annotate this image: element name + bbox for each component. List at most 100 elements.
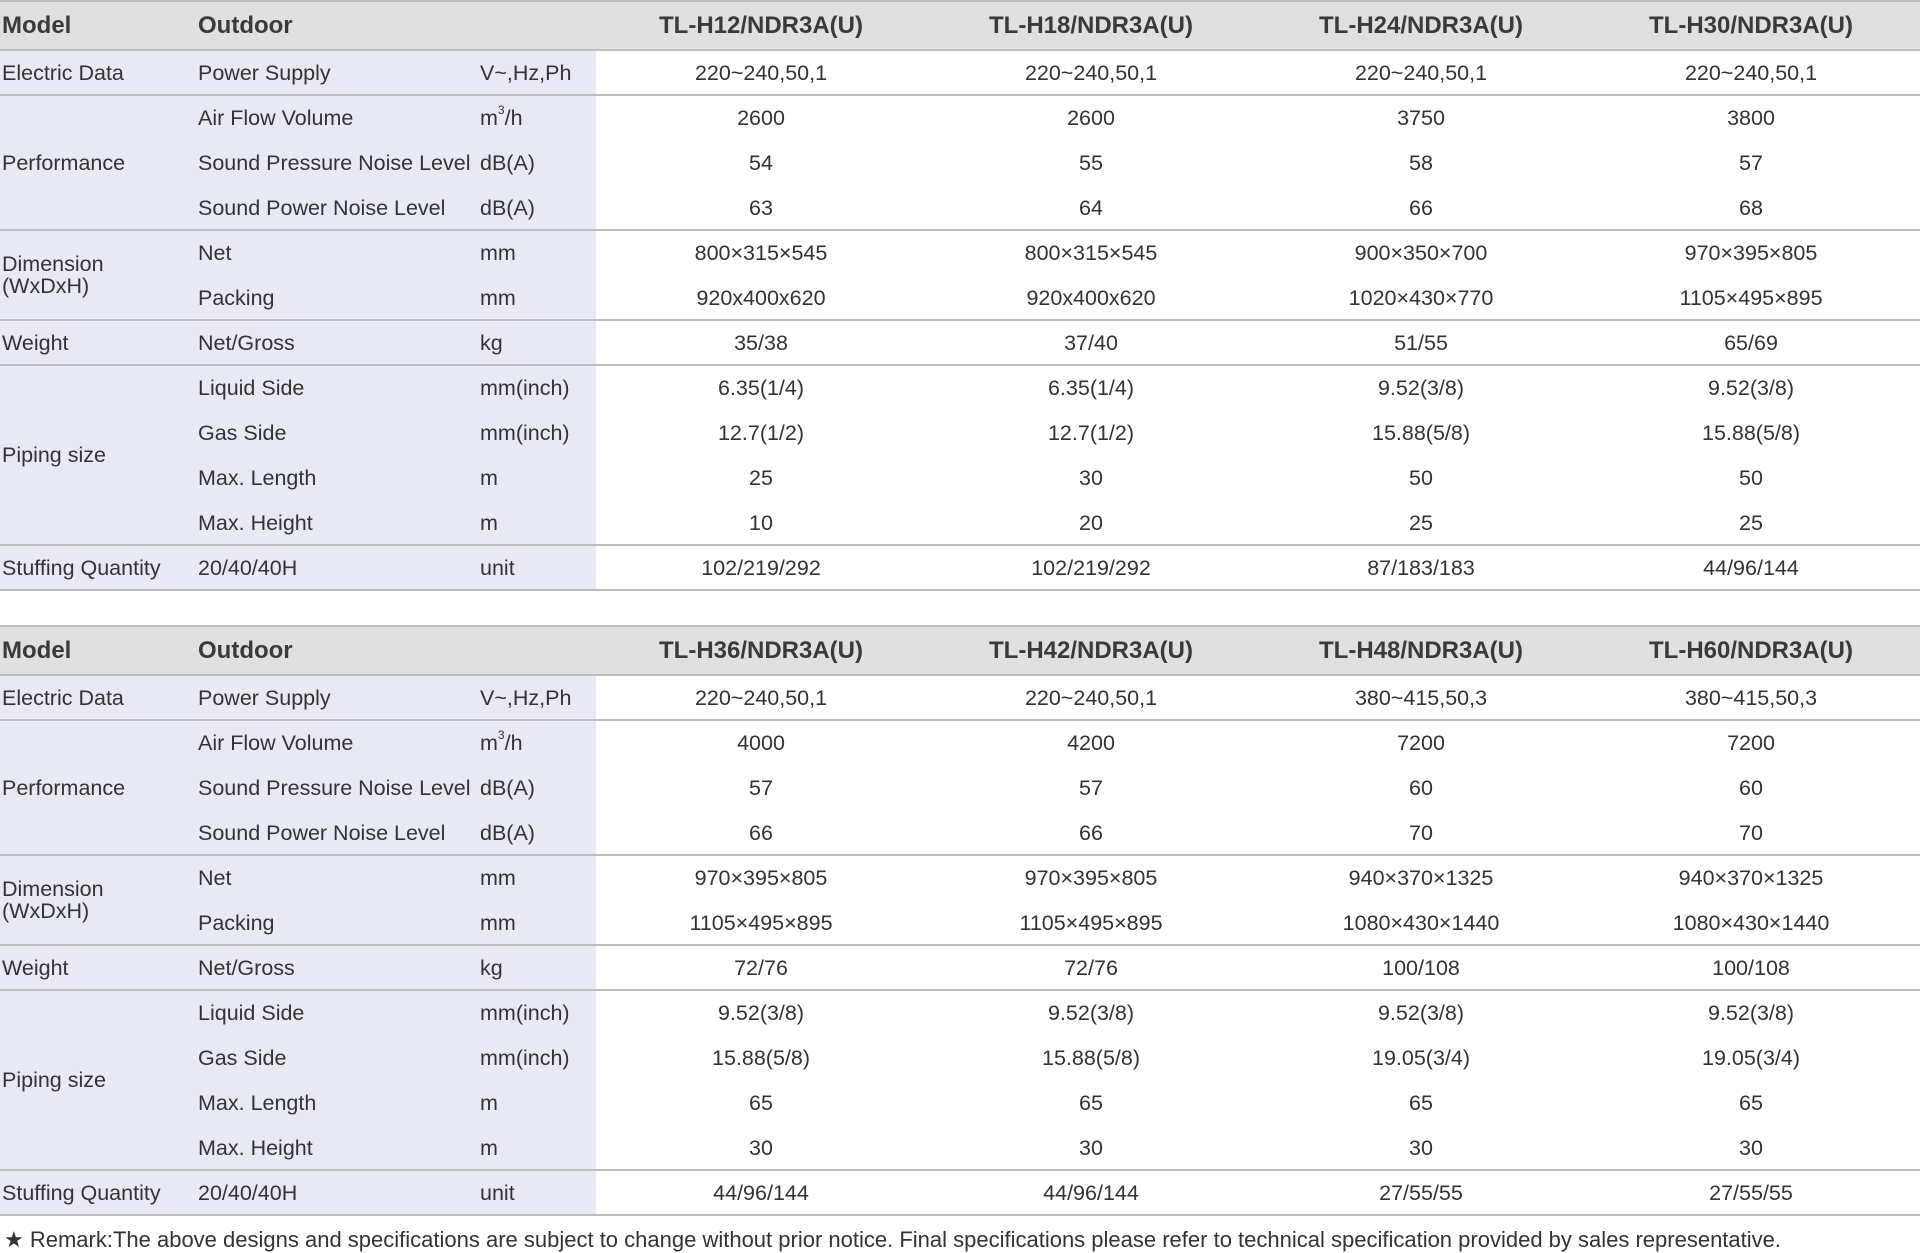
group-label-line: Dimension xyxy=(2,252,104,276)
row-value: 4200 xyxy=(1067,731,1115,755)
group-rule xyxy=(0,589,1920,591)
row-value: 800×315×545 xyxy=(694,241,828,265)
row-value: 65 xyxy=(1409,1091,1433,1115)
row-unit: m xyxy=(480,511,498,535)
row-unit: unit xyxy=(480,1181,515,1205)
row-value: 2600 xyxy=(1067,106,1115,130)
header-outdoor: Outdoor xyxy=(198,637,293,664)
table-row: Sound Power Noise Level dB(A) 66 66 70 70 xyxy=(0,821,1920,868)
row-value: 66 xyxy=(1079,821,1103,845)
header-model: Model xyxy=(2,12,72,39)
row-unit: m xyxy=(480,1136,498,1160)
row-value: 970×395×805 xyxy=(1024,866,1158,890)
row-value: 30 xyxy=(749,1136,773,1160)
row-value: 60 xyxy=(1409,776,1433,800)
row-unit: m3/h xyxy=(480,103,523,130)
row-unit: mm(inch) xyxy=(480,376,570,400)
table-row: Packing mm 1105×495×895 1105×495×895 1080×43… xyxy=(0,911,1920,958)
row-value: 102/219/292 xyxy=(701,556,821,580)
row-value: 9.52(3/8) xyxy=(1707,376,1795,400)
row-unit: mm(inch) xyxy=(480,1046,570,1070)
table-row: Gas Side mm(inch) 15.88(5/8) 15.88(5/8) 19.0… xyxy=(0,1046,1920,1093)
row-value: 25 xyxy=(1409,511,1433,535)
row-value: 37/40 xyxy=(1064,331,1118,355)
row-label: Power Supply xyxy=(198,61,331,85)
row-value: 27/55/55 xyxy=(1709,1181,1793,1205)
table-row: Air Flow Volume m3/h 2600 2600 3750 3800 xyxy=(0,103,1920,153)
row-value: 1105×495×895 xyxy=(1019,911,1163,935)
row-value: 920x400x620 xyxy=(1026,286,1156,310)
row-value: 65 xyxy=(749,1091,773,1115)
row-value: 220~240,50,1 xyxy=(1024,61,1158,85)
row-unit: mm xyxy=(480,866,516,890)
row-label: Max. Height xyxy=(198,1136,313,1160)
row-unit: dB(A) xyxy=(480,196,535,220)
group-label-piping: Piping size xyxy=(2,1068,106,1092)
row-label: Packing xyxy=(198,286,275,310)
row-value: 970×395×805 xyxy=(1684,241,1818,265)
row-value: 19.05(3/4) xyxy=(1371,1046,1470,1070)
superscript: 3 xyxy=(497,728,505,742)
row-value: 9.52(3/8) xyxy=(717,1001,805,1025)
header-model-3: TL-H48/NDR3A(U) xyxy=(1319,637,1523,664)
row-label: Net/Gross xyxy=(198,331,295,355)
row-value: 220~240,50,1 xyxy=(1024,686,1158,710)
row-value: 9.52(3/8) xyxy=(1047,1001,1135,1025)
row-label: Packing xyxy=(198,911,275,935)
row-value: 100/108 xyxy=(1382,956,1460,980)
row-label: Gas Side xyxy=(198,1046,287,1070)
row-label: Power Supply xyxy=(198,686,331,710)
row-unit: mm xyxy=(480,241,516,265)
row-value: 380~415,50,3 xyxy=(1684,686,1818,710)
group-rule xyxy=(0,1169,1920,1171)
row-value: 380~415,50,3 xyxy=(1354,686,1488,710)
header-model-1: TL-H36/NDR3A(U) xyxy=(659,637,863,664)
table-row: 20/40/40H unit 44/96/144 44/96/144 27/55/55 2… xyxy=(0,1181,1920,1228)
row-value: 15.88(5/8) xyxy=(1371,421,1470,445)
row-unit: mm(inch) xyxy=(480,421,570,445)
row-unit: mm xyxy=(480,911,516,935)
row-value: 30 xyxy=(1079,1136,1103,1160)
group-rule xyxy=(0,49,1920,51)
header-background xyxy=(0,625,1920,675)
row-unit: mm(inch) xyxy=(480,1001,570,1025)
row-value: 72/76 xyxy=(734,956,788,980)
row-value: 6.35(1/4) xyxy=(1047,376,1135,400)
row-value: 7200 xyxy=(1397,731,1445,755)
row-value: 44/96/144 xyxy=(713,1181,809,1205)
row-label: Liquid Side xyxy=(198,1001,305,1025)
group-rule xyxy=(0,364,1920,366)
row-value: 44/96/144 xyxy=(1043,1181,1139,1205)
group-rule xyxy=(0,94,1920,96)
group-label-line: Dimension xyxy=(2,877,104,901)
row-unit: mm xyxy=(480,286,516,310)
group-label-electric: Electric Data xyxy=(2,60,124,85)
group-label-weight: Weight xyxy=(2,330,69,355)
group-label-stuffing: Stuffing Quantity xyxy=(2,555,161,580)
row-unit: V~,Hz,Ph xyxy=(480,61,572,85)
row-value: 64 xyxy=(1079,196,1103,220)
row-value: 7200 xyxy=(1727,731,1775,755)
row-value: 25 xyxy=(1739,511,1763,535)
row-value: 25 xyxy=(749,466,773,490)
row-label: Sound Pressure Noise Level xyxy=(198,151,471,175)
table-row: Net/Gross kg 72/76 72/76 100/108 100/108 xyxy=(0,956,1920,1003)
row-label: Net xyxy=(198,866,232,890)
row-value: 970×395×805 xyxy=(694,866,828,890)
header-model: Model xyxy=(2,637,72,664)
group-label-piping: Piping size xyxy=(2,443,106,467)
header-outdoor: Outdoor xyxy=(198,12,293,39)
superscript: 3 xyxy=(497,103,505,117)
table-row: Max. Length m 25 30 50 50 xyxy=(0,466,1920,513)
table-row: Gas Side mm(inch) 12.7(1/2) 12.7(1/2) 15.88(… xyxy=(0,421,1920,468)
row-label: Gas Side xyxy=(198,421,287,445)
table-row: Sound Pressure Noise Level dB(A) 54 55 58 57 xyxy=(0,151,1920,198)
row-label: Air Flow Volume xyxy=(198,731,354,755)
row-value: 65/69 xyxy=(1724,331,1778,355)
row-value: 30 xyxy=(1739,1136,1763,1160)
table-row: Liquid Side mm(inch) 6.35(1/4) 6.35(1/4) 9.5… xyxy=(0,376,1920,423)
group-label-electric: Electric Data xyxy=(2,685,124,710)
header-background xyxy=(0,0,1920,50)
row-value: 15.88(5/8) xyxy=(711,1046,810,1070)
row-unit: dB(A) xyxy=(480,776,535,800)
